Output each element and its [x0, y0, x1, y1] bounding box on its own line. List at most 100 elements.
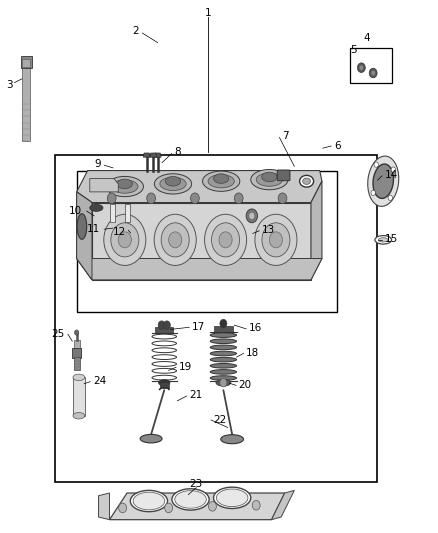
- Ellipse shape: [210, 339, 237, 344]
- Ellipse shape: [378, 238, 388, 242]
- Text: 12: 12: [113, 228, 126, 237]
- Text: 21: 21: [189, 391, 202, 400]
- Ellipse shape: [303, 178, 311, 184]
- Circle shape: [169, 232, 182, 248]
- FancyBboxPatch shape: [72, 348, 81, 358]
- Circle shape: [278, 193, 287, 204]
- Ellipse shape: [140, 434, 162, 443]
- Circle shape: [246, 209, 258, 223]
- Text: 24: 24: [93, 376, 106, 386]
- Ellipse shape: [300, 175, 314, 187]
- Polygon shape: [143, 153, 150, 157]
- Ellipse shape: [216, 379, 231, 386]
- Text: 17: 17: [192, 322, 205, 332]
- Circle shape: [371, 190, 375, 196]
- Circle shape: [269, 232, 283, 248]
- Ellipse shape: [106, 176, 144, 197]
- Ellipse shape: [172, 489, 209, 510]
- Text: 6: 6: [334, 141, 340, 151]
- Ellipse shape: [368, 156, 399, 206]
- Bar: [214, 326, 233, 332]
- Ellipse shape: [251, 169, 288, 190]
- Polygon shape: [92, 203, 311, 280]
- Text: 9: 9: [94, 159, 101, 169]
- Bar: [160, 382, 169, 388]
- Circle shape: [104, 214, 146, 265]
- Circle shape: [205, 214, 247, 265]
- Bar: [55, 155, 377, 482]
- Text: 13: 13: [262, 225, 275, 235]
- Circle shape: [154, 214, 196, 265]
- FancyBboxPatch shape: [22, 59, 30, 67]
- Polygon shape: [154, 153, 161, 157]
- Text: 2: 2: [132, 26, 139, 36]
- Text: 25: 25: [52, 329, 65, 338]
- Polygon shape: [150, 153, 157, 157]
- Circle shape: [163, 321, 170, 329]
- Polygon shape: [311, 181, 322, 280]
- Circle shape: [158, 321, 165, 329]
- Circle shape: [391, 167, 396, 172]
- Ellipse shape: [130, 490, 167, 512]
- FancyBboxPatch shape: [21, 56, 32, 68]
- Bar: [73, 377, 85, 416]
- Text: 3: 3: [6, 80, 13, 90]
- Circle shape: [165, 503, 173, 513]
- Text: 20: 20: [239, 380, 252, 390]
- Circle shape: [249, 212, 255, 220]
- Bar: [74, 357, 80, 370]
- Circle shape: [357, 63, 365, 72]
- Text: 15: 15: [385, 234, 398, 244]
- Text: 11: 11: [87, 224, 100, 234]
- Ellipse shape: [208, 174, 234, 188]
- Circle shape: [119, 503, 127, 513]
- Polygon shape: [77, 192, 92, 280]
- Circle shape: [234, 193, 243, 204]
- Ellipse shape: [159, 379, 170, 386]
- Bar: [77, 171, 337, 312]
- Text: 1: 1: [205, 9, 212, 18]
- Ellipse shape: [210, 369, 237, 374]
- Ellipse shape: [375, 236, 392, 244]
- Circle shape: [107, 193, 116, 204]
- Circle shape: [252, 500, 260, 510]
- Polygon shape: [90, 179, 118, 192]
- Circle shape: [388, 195, 392, 200]
- Circle shape: [212, 223, 240, 257]
- Text: 19: 19: [179, 362, 192, 372]
- FancyBboxPatch shape: [277, 170, 290, 181]
- Ellipse shape: [213, 174, 229, 183]
- Ellipse shape: [166, 176, 180, 186]
- Circle shape: [262, 223, 290, 257]
- Ellipse shape: [213, 487, 251, 508]
- Text: 10: 10: [69, 206, 82, 215]
- Ellipse shape: [175, 490, 206, 508]
- Circle shape: [369, 68, 377, 78]
- Bar: [155, 327, 173, 333]
- Ellipse shape: [216, 489, 248, 506]
- Bar: [22, 67, 30, 141]
- Circle shape: [371, 70, 375, 76]
- Ellipse shape: [117, 179, 132, 189]
- Ellipse shape: [73, 374, 85, 381]
- Bar: [74, 340, 80, 349]
- Circle shape: [220, 319, 227, 328]
- Text: 23: 23: [190, 479, 203, 489]
- Circle shape: [220, 378, 227, 387]
- Text: 7: 7: [283, 132, 289, 141]
- Bar: [110, 204, 115, 222]
- Circle shape: [147, 193, 155, 204]
- Text: 22: 22: [214, 415, 227, 425]
- Ellipse shape: [160, 177, 186, 191]
- Text: 18: 18: [246, 348, 259, 358]
- Circle shape: [118, 232, 131, 248]
- Ellipse shape: [90, 205, 103, 211]
- Ellipse shape: [256, 173, 283, 187]
- Ellipse shape: [373, 164, 393, 198]
- Circle shape: [191, 193, 199, 204]
- Ellipse shape: [202, 171, 240, 191]
- Polygon shape: [272, 490, 294, 520]
- Circle shape: [255, 214, 297, 265]
- Polygon shape: [110, 493, 285, 520]
- Circle shape: [359, 65, 364, 70]
